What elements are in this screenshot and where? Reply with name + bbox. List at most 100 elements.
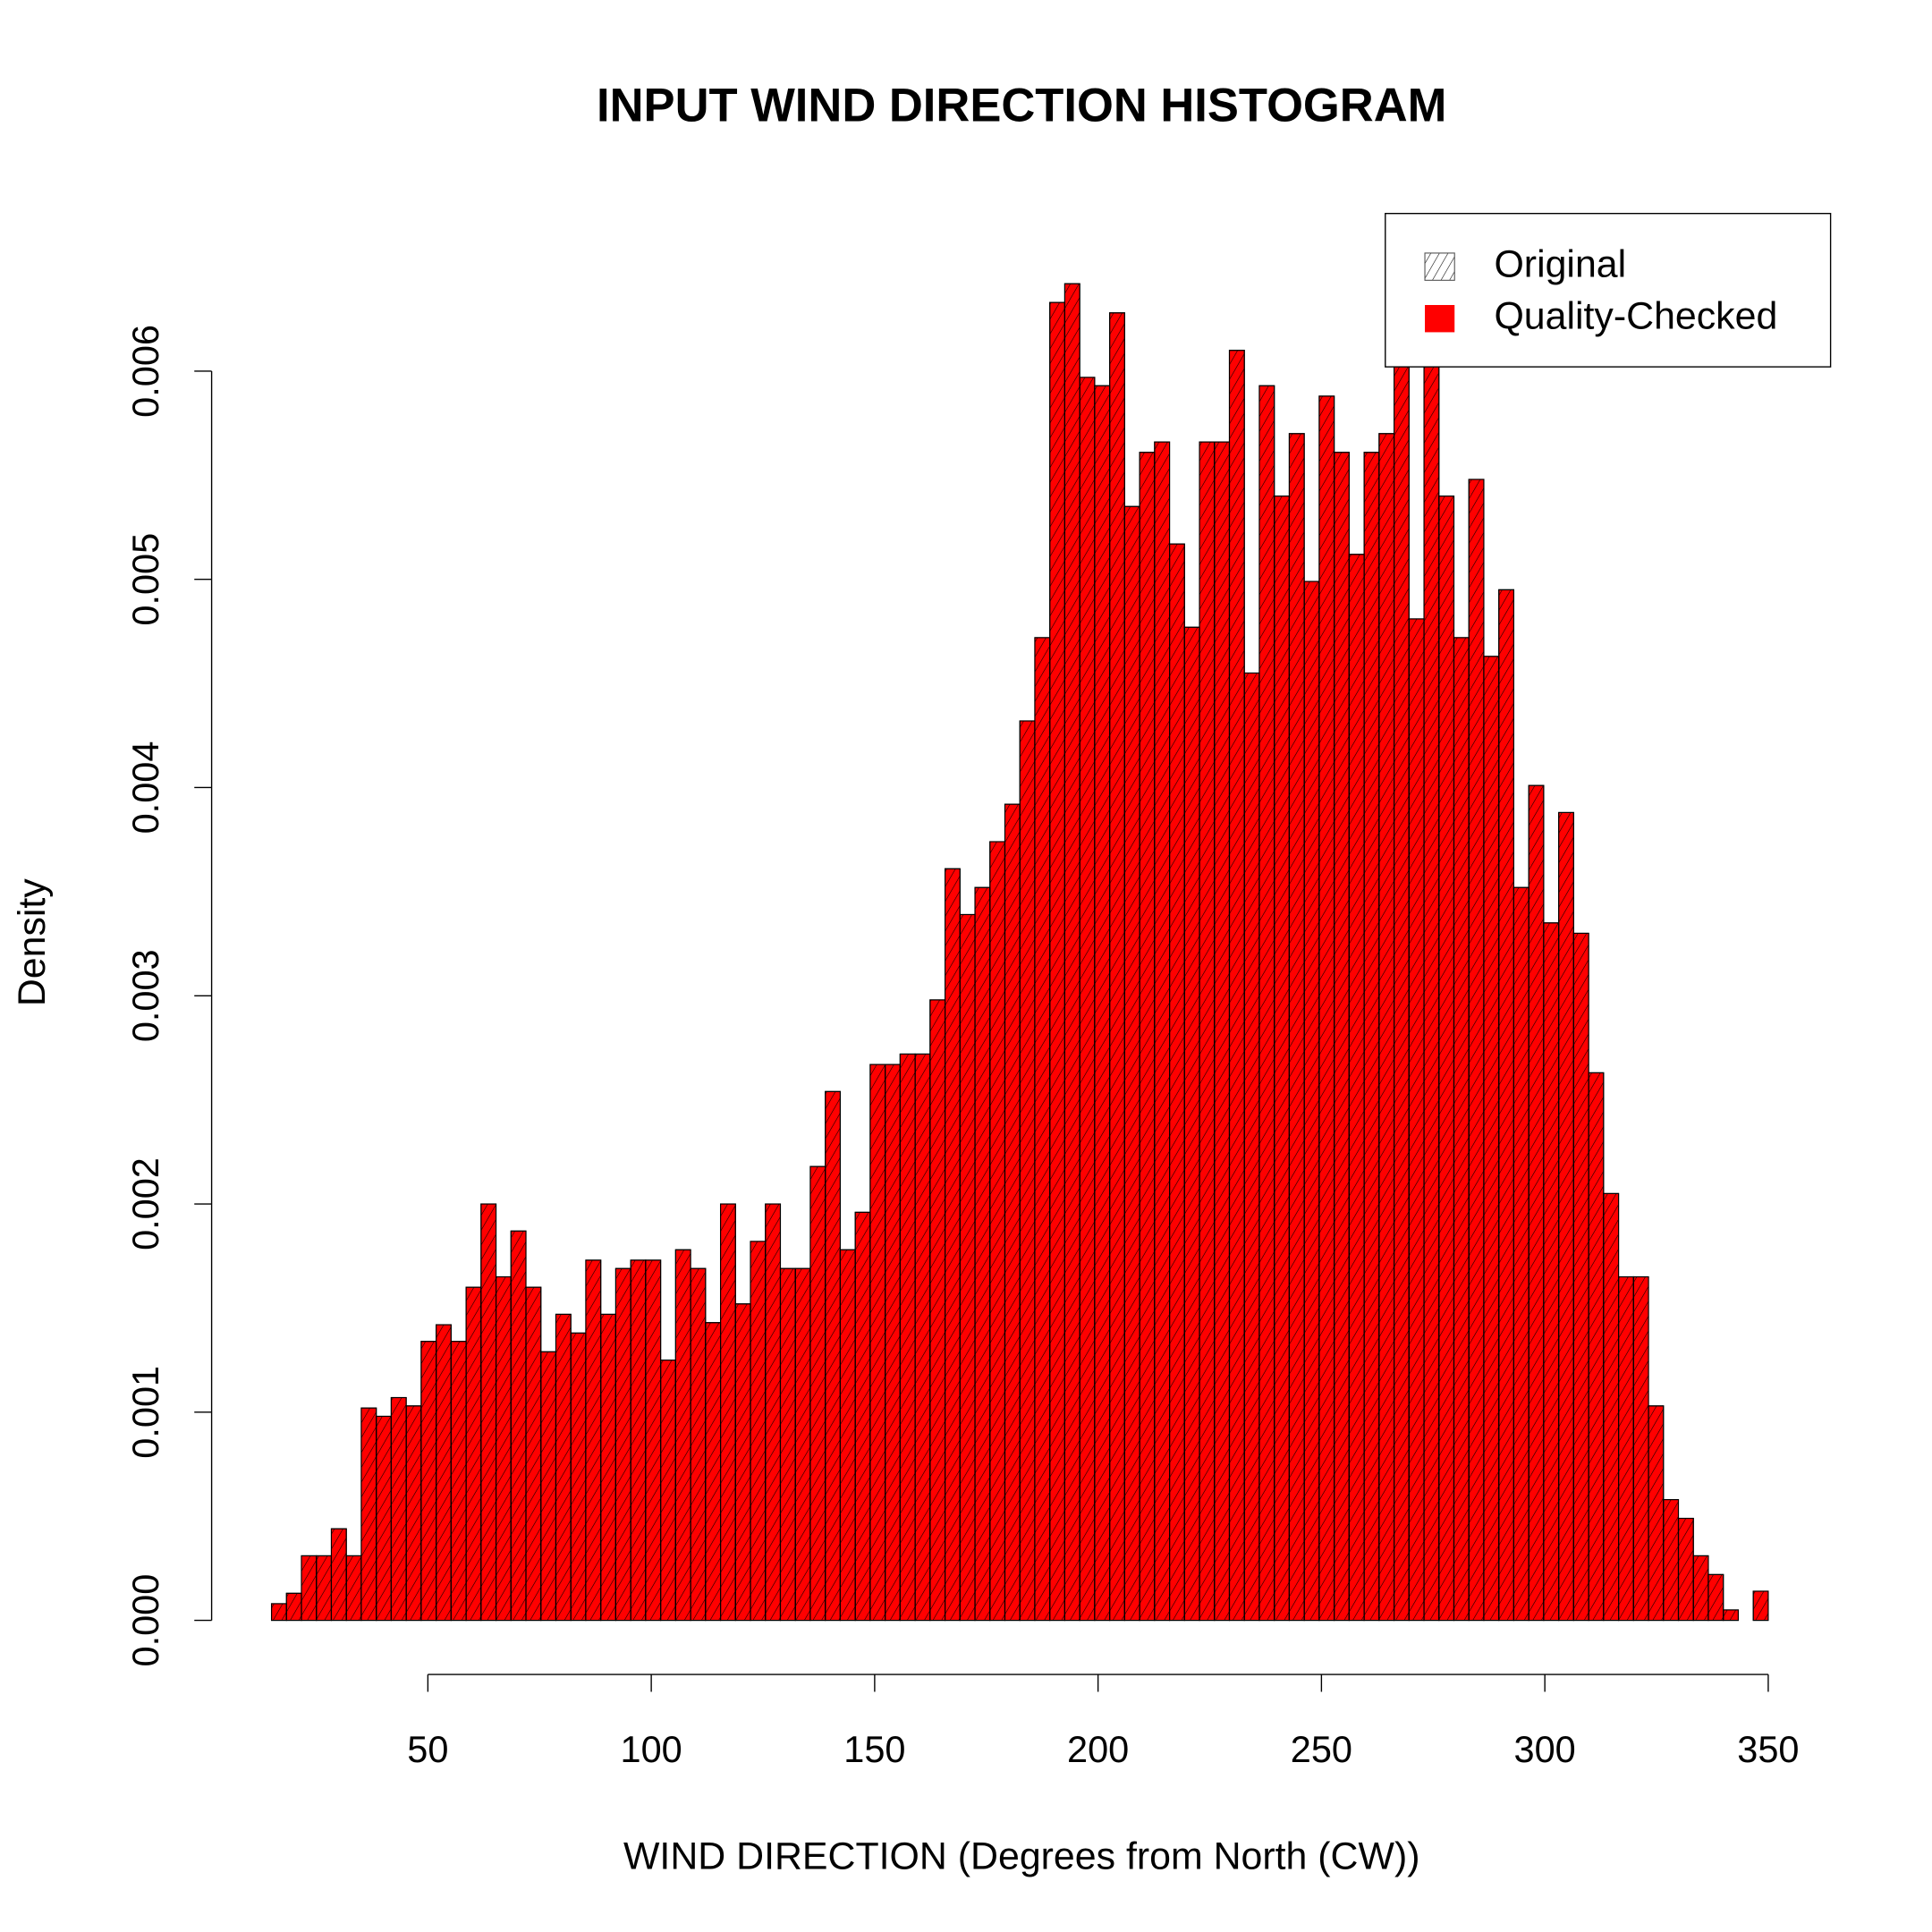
hatched-bar	[854, 1211, 871, 1622]
hatched-bar	[1334, 452, 1350, 1622]
hatched-bar	[1154, 441, 1171, 1622]
hatched-bar	[1453, 637, 1470, 1622]
hatched-bar	[420, 1341, 437, 1622]
hatched-bar	[1498, 589, 1514, 1622]
hatched-bar	[1303, 580, 1320, 1622]
hatched-bar	[570, 1332, 587, 1622]
hatched-bar	[929, 999, 946, 1622]
legend-box	[1385, 212, 1832, 368]
hatched-bar	[765, 1203, 782, 1622]
hatched-bar	[405, 1405, 422, 1622]
hatched-bar	[959, 913, 976, 1622]
hatched-bar	[1063, 283, 1080, 1622]
hatched-bar	[614, 1267, 631, 1622]
hatched-bar	[316, 1555, 333, 1622]
y-tick-label: 0.004	[124, 741, 166, 835]
hatched-bar	[1588, 1072, 1605, 1622]
hatched-bar	[914, 1053, 931, 1622]
hatched-bar	[1019, 720, 1036, 1622]
hatched-bar	[345, 1555, 362, 1622]
hatched-bar	[555, 1313, 572, 1622]
x-tick-label: 200	[1067, 1728, 1129, 1770]
y-tick-label: 0.000	[124, 1574, 166, 1667]
hatched-bar	[1483, 656, 1500, 1622]
hatched-bar	[436, 1324, 452, 1622]
y-tick-label: 0.005	[124, 533, 166, 626]
hatched-bar	[674, 1249, 691, 1622]
hatched-bar	[1094, 385, 1111, 1622]
hatched-bar	[825, 1090, 841, 1622]
y-tick-label: 0.006	[124, 325, 166, 418]
hatched-bar	[525, 1286, 542, 1622]
hatched-bar	[1648, 1405, 1665, 1622]
hatched-bar	[1288, 433, 1305, 1622]
hatched-bar	[1408, 618, 1425, 1622]
y-tick-label: 0.003	[124, 949, 166, 1042]
hatched-bar	[1318, 395, 1335, 1622]
hatched-bar	[1378, 433, 1395, 1622]
x-axis-title: WIND DIRECTION (Degrees from North (CW))	[623, 1835, 1420, 1878]
hatched-bar	[1513, 886, 1530, 1622]
hatched-bar	[794, 1267, 811, 1622]
hatched-bar	[809, 1165, 826, 1622]
hatched-bar	[1183, 626, 1200, 1622]
x-tick-label: 350	[1737, 1728, 1799, 1770]
x-tick-label: 100	[621, 1728, 682, 1770]
hatched-bar	[270, 1603, 287, 1622]
hatched-bar	[1558, 811, 1574, 1622]
hatched-bar	[1049, 301, 1065, 1622]
hatched-bar	[1004, 803, 1021, 1622]
hatched-bar	[330, 1528, 347, 1622]
legend-label: Original	[1494, 242, 1626, 285]
y-tick-label: 0.001	[124, 1366, 166, 1459]
chart-title: INPUT WIND DIRECTION HISTOGRAM	[597, 80, 1446, 132]
hatched-bar	[495, 1275, 512, 1622]
hatched-bar	[734, 1303, 751, 1622]
hatched-bar	[1258, 385, 1275, 1622]
hatched-bar	[1199, 441, 1216, 1622]
hatched-bar	[540, 1351, 557, 1622]
y-tick-label: 0.002	[124, 1157, 166, 1250]
hatched-bar	[1034, 637, 1051, 1622]
hatched-bar	[1363, 452, 1380, 1622]
hatched-bar	[839, 1249, 856, 1622]
hatched-bar	[1752, 1590, 1769, 1622]
x-tick-label: 150	[843, 1728, 905, 1770]
hatched-bar	[1618, 1275, 1634, 1622]
hatched-bar	[480, 1203, 497, 1622]
hatched-bar	[989, 841, 1006, 1622]
legend-swatch	[1424, 252, 1455, 281]
hatched-bar	[390, 1396, 407, 1622]
legend: Original Quality-Checked	[1385, 212, 1832, 368]
hatched-bar	[1528, 784, 1545, 1622]
hatched-bar	[750, 1241, 767, 1622]
hatched-bar	[779, 1267, 796, 1622]
hatched-bar	[1109, 312, 1125, 1622]
hatched-bar	[1543, 922, 1560, 1622]
hatched-bar	[1079, 377, 1096, 1622]
hatched-bar	[660, 1360, 676, 1622]
hatched-bar	[1723, 1609, 1739, 1622]
hatched-bar	[1274, 496, 1290, 1622]
hatched-bar	[1677, 1517, 1694, 1622]
hatched-bar	[1348, 554, 1365, 1622]
hatched-bar	[1394, 308, 1410, 1622]
hatched-bar	[1707, 1573, 1724, 1622]
hatched-bar	[360, 1407, 377, 1622]
hatched-bar	[600, 1313, 616, 1622]
hatched-bar	[1243, 672, 1260, 1622]
hatched-bar	[301, 1555, 318, 1622]
hatched-bar	[1632, 1275, 1649, 1622]
hatched-bar	[1123, 505, 1140, 1622]
hatched-bar	[645, 1259, 662, 1622]
hatched-bar	[690, 1267, 707, 1622]
hatched-bar	[719, 1203, 736, 1622]
hatched-bar	[450, 1341, 467, 1622]
hatched-bar	[510, 1230, 527, 1622]
hatched-bar	[869, 1063, 886, 1622]
hatched-bar	[1139, 452, 1156, 1622]
hatched-bar	[585, 1259, 602, 1622]
hatched-bar	[630, 1259, 647, 1622]
x-tick-label: 50	[407, 1728, 448, 1770]
